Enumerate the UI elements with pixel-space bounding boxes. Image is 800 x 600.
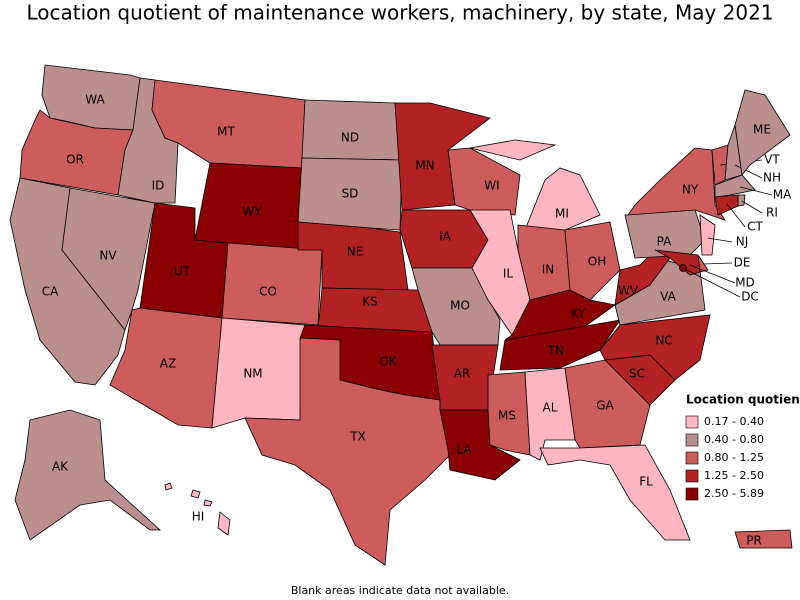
- state-label: MD: [735, 276, 755, 290]
- states: WA OR CA NV ID MT WY UT CO AZ NM ND SD NE KS OK TX MN IA MO…: [9, 64, 793, 566]
- state-shape: [524, 167, 601, 231]
- leader-line: [741, 200, 763, 214]
- state-label: RI: [766, 206, 778, 220]
- state-shape: [217, 511, 231, 536]
- legend: 0.17 - 0.40 0.40 - 0.80 0.80 - 1.25 1.25 - …: [685, 415, 764, 501]
- state-shape: [734, 529, 793, 549]
- leader-line: [734, 164, 763, 179]
- state-label: MS: [498, 409, 516, 423]
- state-label: AR: [454, 367, 471, 381]
- leader-line: [689, 264, 736, 284]
- state-label: LA: [456, 443, 472, 457]
- state-label: AL: [543, 401, 558, 415]
- state-label: DE: [734, 256, 751, 270]
- state-label: GA: [596, 399, 614, 413]
- state-label: ID: [152, 179, 165, 193]
- state-shape: [699, 214, 716, 256]
- map-title: Location quotient of maintenance workers…: [26, 1, 773, 25]
- state-label: OR: [66, 153, 84, 167]
- state-label: MA: [773, 188, 792, 202]
- state-label: IA: [439, 230, 452, 244]
- leader-line: [682, 267, 741, 298]
- state-label: WA: [85, 93, 105, 107]
- state-label: ND: [341, 131, 359, 145]
- state-label: TN: [547, 344, 564, 358]
- leader-line: [707, 237, 733, 243]
- legend-swatch: [685, 451, 699, 465]
- legend-label: 1.25 - 2.50: [704, 469, 764, 482]
- state-shape: [244, 337, 451, 566]
- state-shape: [627, 147, 726, 221]
- state-label: NE: [347, 245, 364, 259]
- state-label: DC: [741, 290, 759, 304]
- state-shape: [221, 242, 323, 326]
- state-label: AZ: [160, 357, 176, 371]
- state-shape: [564, 221, 621, 301]
- legend-swatch: [685, 433, 699, 447]
- state-label: CO: [259, 285, 277, 299]
- state-label: NV: [99, 249, 117, 263]
- state-label: MO: [450, 299, 470, 313]
- state-label: SD: [342, 187, 359, 201]
- state-label: NC: [655, 334, 672, 348]
- state-label: IL: [503, 267, 514, 281]
- state-label: OK: [379, 355, 397, 369]
- state-label: NH: [763, 171, 781, 185]
- state-label: WV: [618, 284, 639, 298]
- legend-swatch: [685, 415, 699, 429]
- state-label: WY: [242, 205, 262, 219]
- state-label: KS: [362, 295, 378, 309]
- state-label: ME: [753, 123, 771, 137]
- state-shape: [203, 499, 213, 507]
- state-label: FL: [639, 475, 653, 489]
- leader-line: [702, 262, 733, 265]
- state-shape: [297, 157, 403, 231]
- legend-label: 0.40 - 0.80: [704, 433, 764, 446]
- state-label: CT: [747, 220, 763, 234]
- legend-swatch: [685, 469, 699, 483]
- state-label: CA: [42, 285, 59, 299]
- state-shape: [499, 319, 621, 371]
- state-label: TX: [349, 430, 366, 444]
- legend-swatch: [685, 487, 699, 501]
- state-label: NJ: [736, 235, 749, 249]
- legend-label: 0.17 - 0.40: [704, 415, 764, 428]
- state-label: VA: [660, 290, 676, 304]
- state-label: AK: [52, 460, 69, 474]
- state-shape: [714, 174, 756, 198]
- state-label: NM: [243, 367, 262, 381]
- state-shape: [539, 444, 691, 541]
- state-label: NY: [682, 183, 699, 197]
- state-label: PR: [746, 534, 762, 548]
- state-label: KY: [571, 307, 586, 321]
- state-label: MI: [555, 207, 569, 221]
- state-label: MT: [217, 125, 235, 139]
- leader-line: [739, 186, 773, 196]
- legend-label: 0.80 - 1.25: [704, 451, 764, 464]
- state-label: UT: [174, 265, 191, 279]
- state-shape: [599, 314, 711, 381]
- state-shape: [714, 194, 739, 216]
- state-shape: [164, 482, 173, 491]
- state-label: WI: [484, 179, 499, 193]
- state-shape: [14, 409, 162, 541]
- state-shape: [654, 249, 701, 276]
- state-label: IN: [542, 263, 555, 277]
- state-label: OH: [588, 255, 606, 269]
- state-label: SC: [629, 367, 645, 381]
- state-label: PA: [657, 235, 672, 249]
- footnote: Blank areas indicate data not available.: [291, 584, 509, 597]
- state-label: HI: [192, 510, 205, 524]
- state-label: MN: [415, 159, 434, 173]
- state-label: VT: [764, 153, 780, 167]
- legend-title: Location quotient: [686, 393, 800, 407]
- state-shape: [737, 194, 746, 207]
- state-shape: [190, 489, 201, 499]
- leader-line: [726, 203, 746, 228]
- legend-label: 2.50 - 5.89: [704, 487, 764, 500]
- state-shape: [469, 139, 557, 161]
